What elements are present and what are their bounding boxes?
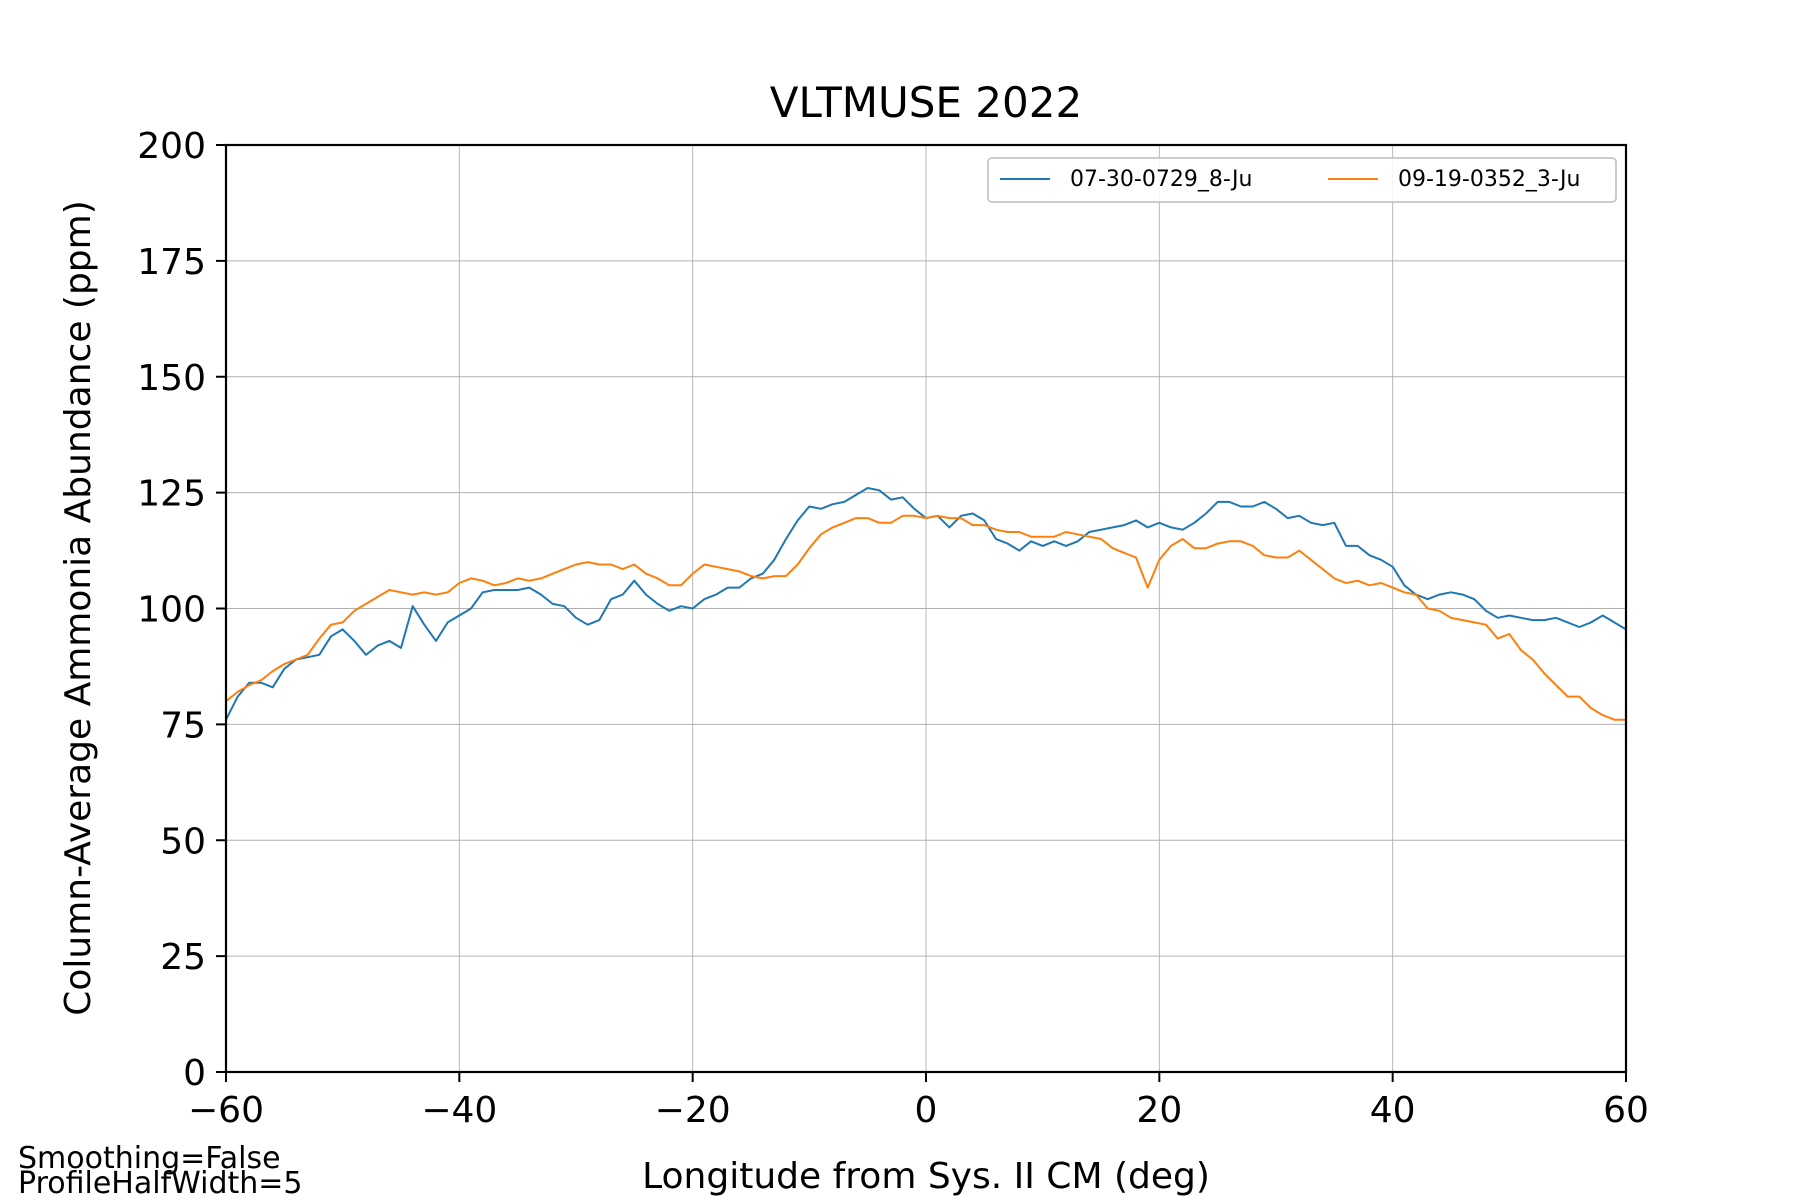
y-tick-label: 0 xyxy=(183,1053,206,1094)
y-tick-label: 150 xyxy=(137,358,206,399)
x-tick-label: −60 xyxy=(188,1090,264,1131)
profile-half-width-note: ProfileHalfWidth=5 xyxy=(18,1166,303,1200)
y-tick-label: 25 xyxy=(160,937,206,978)
x-tick-label: 40 xyxy=(1370,1090,1416,1131)
y-tick-label: 100 xyxy=(137,590,206,631)
x-tick-label: −40 xyxy=(421,1090,497,1131)
series-layer xyxy=(225,487,1627,721)
y-tick-label: 175 xyxy=(137,242,206,283)
series-line-2 xyxy=(225,514,1626,721)
x-tick-label: 60 xyxy=(1603,1090,1649,1131)
chart-title: VLTMUSE 2022 xyxy=(770,78,1082,127)
legend-box xyxy=(987,157,1617,203)
y-tick-label: 125 xyxy=(137,474,206,515)
smoothing-note: Smoothing=False xyxy=(18,1141,281,1176)
x-tick-label: 0 xyxy=(915,1090,938,1131)
x-axis-ticks: −60 −40 −20 0 20 40 60 xyxy=(188,1072,1649,1131)
legend-label-series-2: 09-19-0352_3-Ju xyxy=(1398,167,1580,192)
y-axis-label: Column-Average Ammonia Abundance (ppm) xyxy=(58,200,99,1016)
y-tick-label: 75 xyxy=(160,705,206,746)
x-tick-label: −20 xyxy=(655,1090,731,1131)
y-tick-label: 50 xyxy=(160,821,206,862)
x-tick-label: 20 xyxy=(1136,1090,1182,1131)
x-axis-label: Longitude from Sys. II CM (deg) xyxy=(642,1156,1210,1197)
legend: 07-30-0729_8-Ju 09-19-0352_3-Ju xyxy=(987,157,1617,203)
legend-label-series-1: 07-30-0729_8-Ju xyxy=(1070,167,1252,192)
y-tick-label: 200 xyxy=(137,126,206,167)
y-axis-ticks: 0 25 50 75 100 125 150 175 200 xyxy=(137,126,226,1094)
